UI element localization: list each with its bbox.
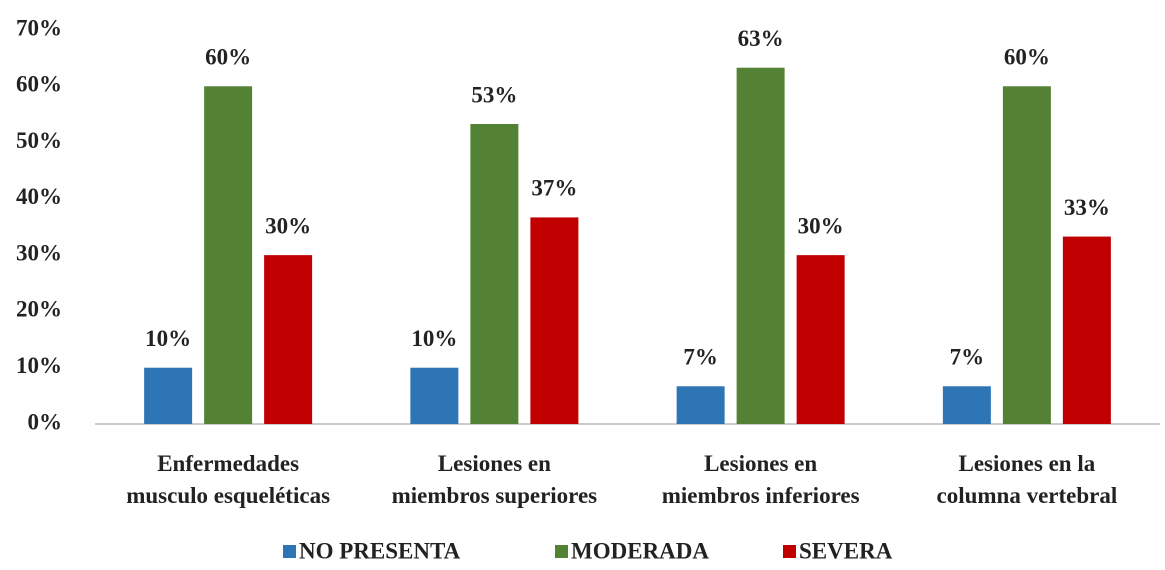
bar: [204, 86, 253, 425]
bar: [1002, 86, 1051, 425]
bar: [796, 255, 845, 424]
data-label: 60%: [1004, 45, 1050, 70]
x-tick-label-line: Enfermedades: [157, 451, 299, 476]
y-tick-label: 40%: [16, 184, 62, 209]
bar: [144, 367, 193, 424]
x-tick-label-line: Lesiones en: [704, 451, 817, 476]
x-tick-label-line: musculo esqueléticas: [126, 483, 330, 508]
data-label: 10%: [411, 326, 457, 351]
y-tick-label: 50%: [16, 128, 62, 153]
x-tick-label: Lesiones en la columna vertebral: [936, 451, 1117, 508]
bar: [264, 255, 313, 424]
x-tick-label-line: Lesiones en la: [959, 451, 1096, 476]
y-tick-label: 20%: [16, 297, 62, 322]
x-tick-label-line: miembros superiores: [392, 483, 598, 508]
y-tick-label: 70%: [16, 15, 62, 40]
legend-label: MODERADA: [571, 538, 709, 563]
legend-swatch: [783, 545, 796, 558]
legend-swatch: [555, 545, 568, 558]
data-label: 63%: [738, 26, 784, 51]
bar: [942, 386, 991, 424]
bar: [736, 67, 785, 424]
legend-label: SEVERA: [799, 538, 893, 563]
x-tick-label-line: columna vertebral: [936, 483, 1117, 508]
data-label: 33%: [1064, 195, 1110, 220]
x-tick-label-line: miembros inferiores: [662, 483, 860, 508]
bar: [410, 367, 459, 424]
x-tick-label: Enfermedades musculo esqueléticas: [126, 451, 330, 508]
data-label: 7%: [683, 345, 718, 370]
y-tick-label: 60%: [16, 72, 62, 97]
bar: [530, 217, 579, 424]
y-tick-label: 30%: [16, 240, 62, 265]
legend-swatch: [283, 545, 296, 558]
x-tick-label: Lesiones en miembros inferiores: [662, 451, 860, 508]
y-tick-label: 10%: [16, 353, 62, 378]
x-tick-label: Lesiones en miembros superiores: [392, 451, 598, 508]
bar: [1062, 236, 1111, 424]
data-label: 10%: [145, 326, 191, 351]
data-label: 7%: [950, 345, 985, 370]
x-tick-label-line: Lesiones en: [438, 451, 551, 476]
data-label: 30%: [265, 213, 311, 238]
data-label: 53%: [471, 82, 517, 107]
legend-label: NO PRESENTA: [299, 538, 461, 563]
data-label: 37%: [531, 176, 577, 201]
bar: [470, 123, 519, 425]
data-label: 60%: [205, 45, 251, 70]
data-label: 30%: [798, 213, 844, 238]
y-tick-label: 0%: [28, 409, 63, 434]
bar: [676, 386, 725, 424]
